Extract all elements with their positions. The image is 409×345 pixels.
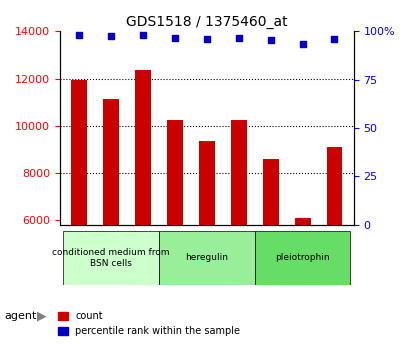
Point <box>267 37 273 43</box>
Bar <box>166 120 182 225</box>
Text: pleiotrophin: pleiotrophin <box>274 254 329 263</box>
Point <box>235 36 241 41</box>
Bar <box>103 99 119 225</box>
Bar <box>71 80 87 225</box>
Text: conditioned medium from
BSN cells: conditioned medium from BSN cells <box>52 248 169 268</box>
FancyBboxPatch shape <box>158 231 254 285</box>
Point <box>76 32 82 38</box>
Text: ▶: ▶ <box>37 309 46 322</box>
Title: GDS1518 / 1375460_at: GDS1518 / 1375460_at <box>126 15 287 29</box>
FancyBboxPatch shape <box>254 231 350 285</box>
Bar <box>294 218 310 225</box>
Bar <box>326 147 342 225</box>
Point <box>108 33 114 39</box>
Bar <box>230 120 246 225</box>
Bar <box>135 70 151 225</box>
Bar <box>198 141 214 225</box>
Text: agent: agent <box>4 311 36 321</box>
Legend: count, percentile rank within the sample: count, percentile rank within the sample <box>54 307 244 340</box>
Bar <box>262 159 278 225</box>
Point <box>299 41 305 47</box>
Point <box>330 36 337 42</box>
Point <box>139 32 146 38</box>
FancyBboxPatch shape <box>63 231 158 285</box>
Point <box>203 36 209 42</box>
Point <box>171 36 178 41</box>
Text: heregulin: heregulin <box>185 254 228 263</box>
